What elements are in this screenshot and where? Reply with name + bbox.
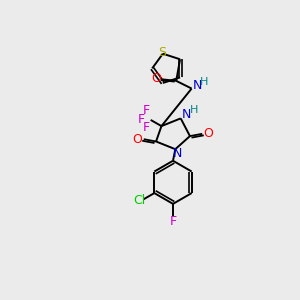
Text: Cl: Cl [133,194,145,207]
Text: H: H [190,105,198,115]
Text: S: S [158,46,166,59]
Text: O: O [203,127,213,140]
Text: F: F [142,121,150,134]
Text: F: F [142,104,150,117]
Text: H: H [200,76,208,87]
Text: F: F [138,113,145,126]
Text: O: O [133,133,142,146]
Text: O: O [151,72,161,85]
Text: F: F [169,215,177,228]
Text: N: N [173,146,182,160]
Text: N: N [192,79,202,92]
Text: N: N [182,108,191,121]
